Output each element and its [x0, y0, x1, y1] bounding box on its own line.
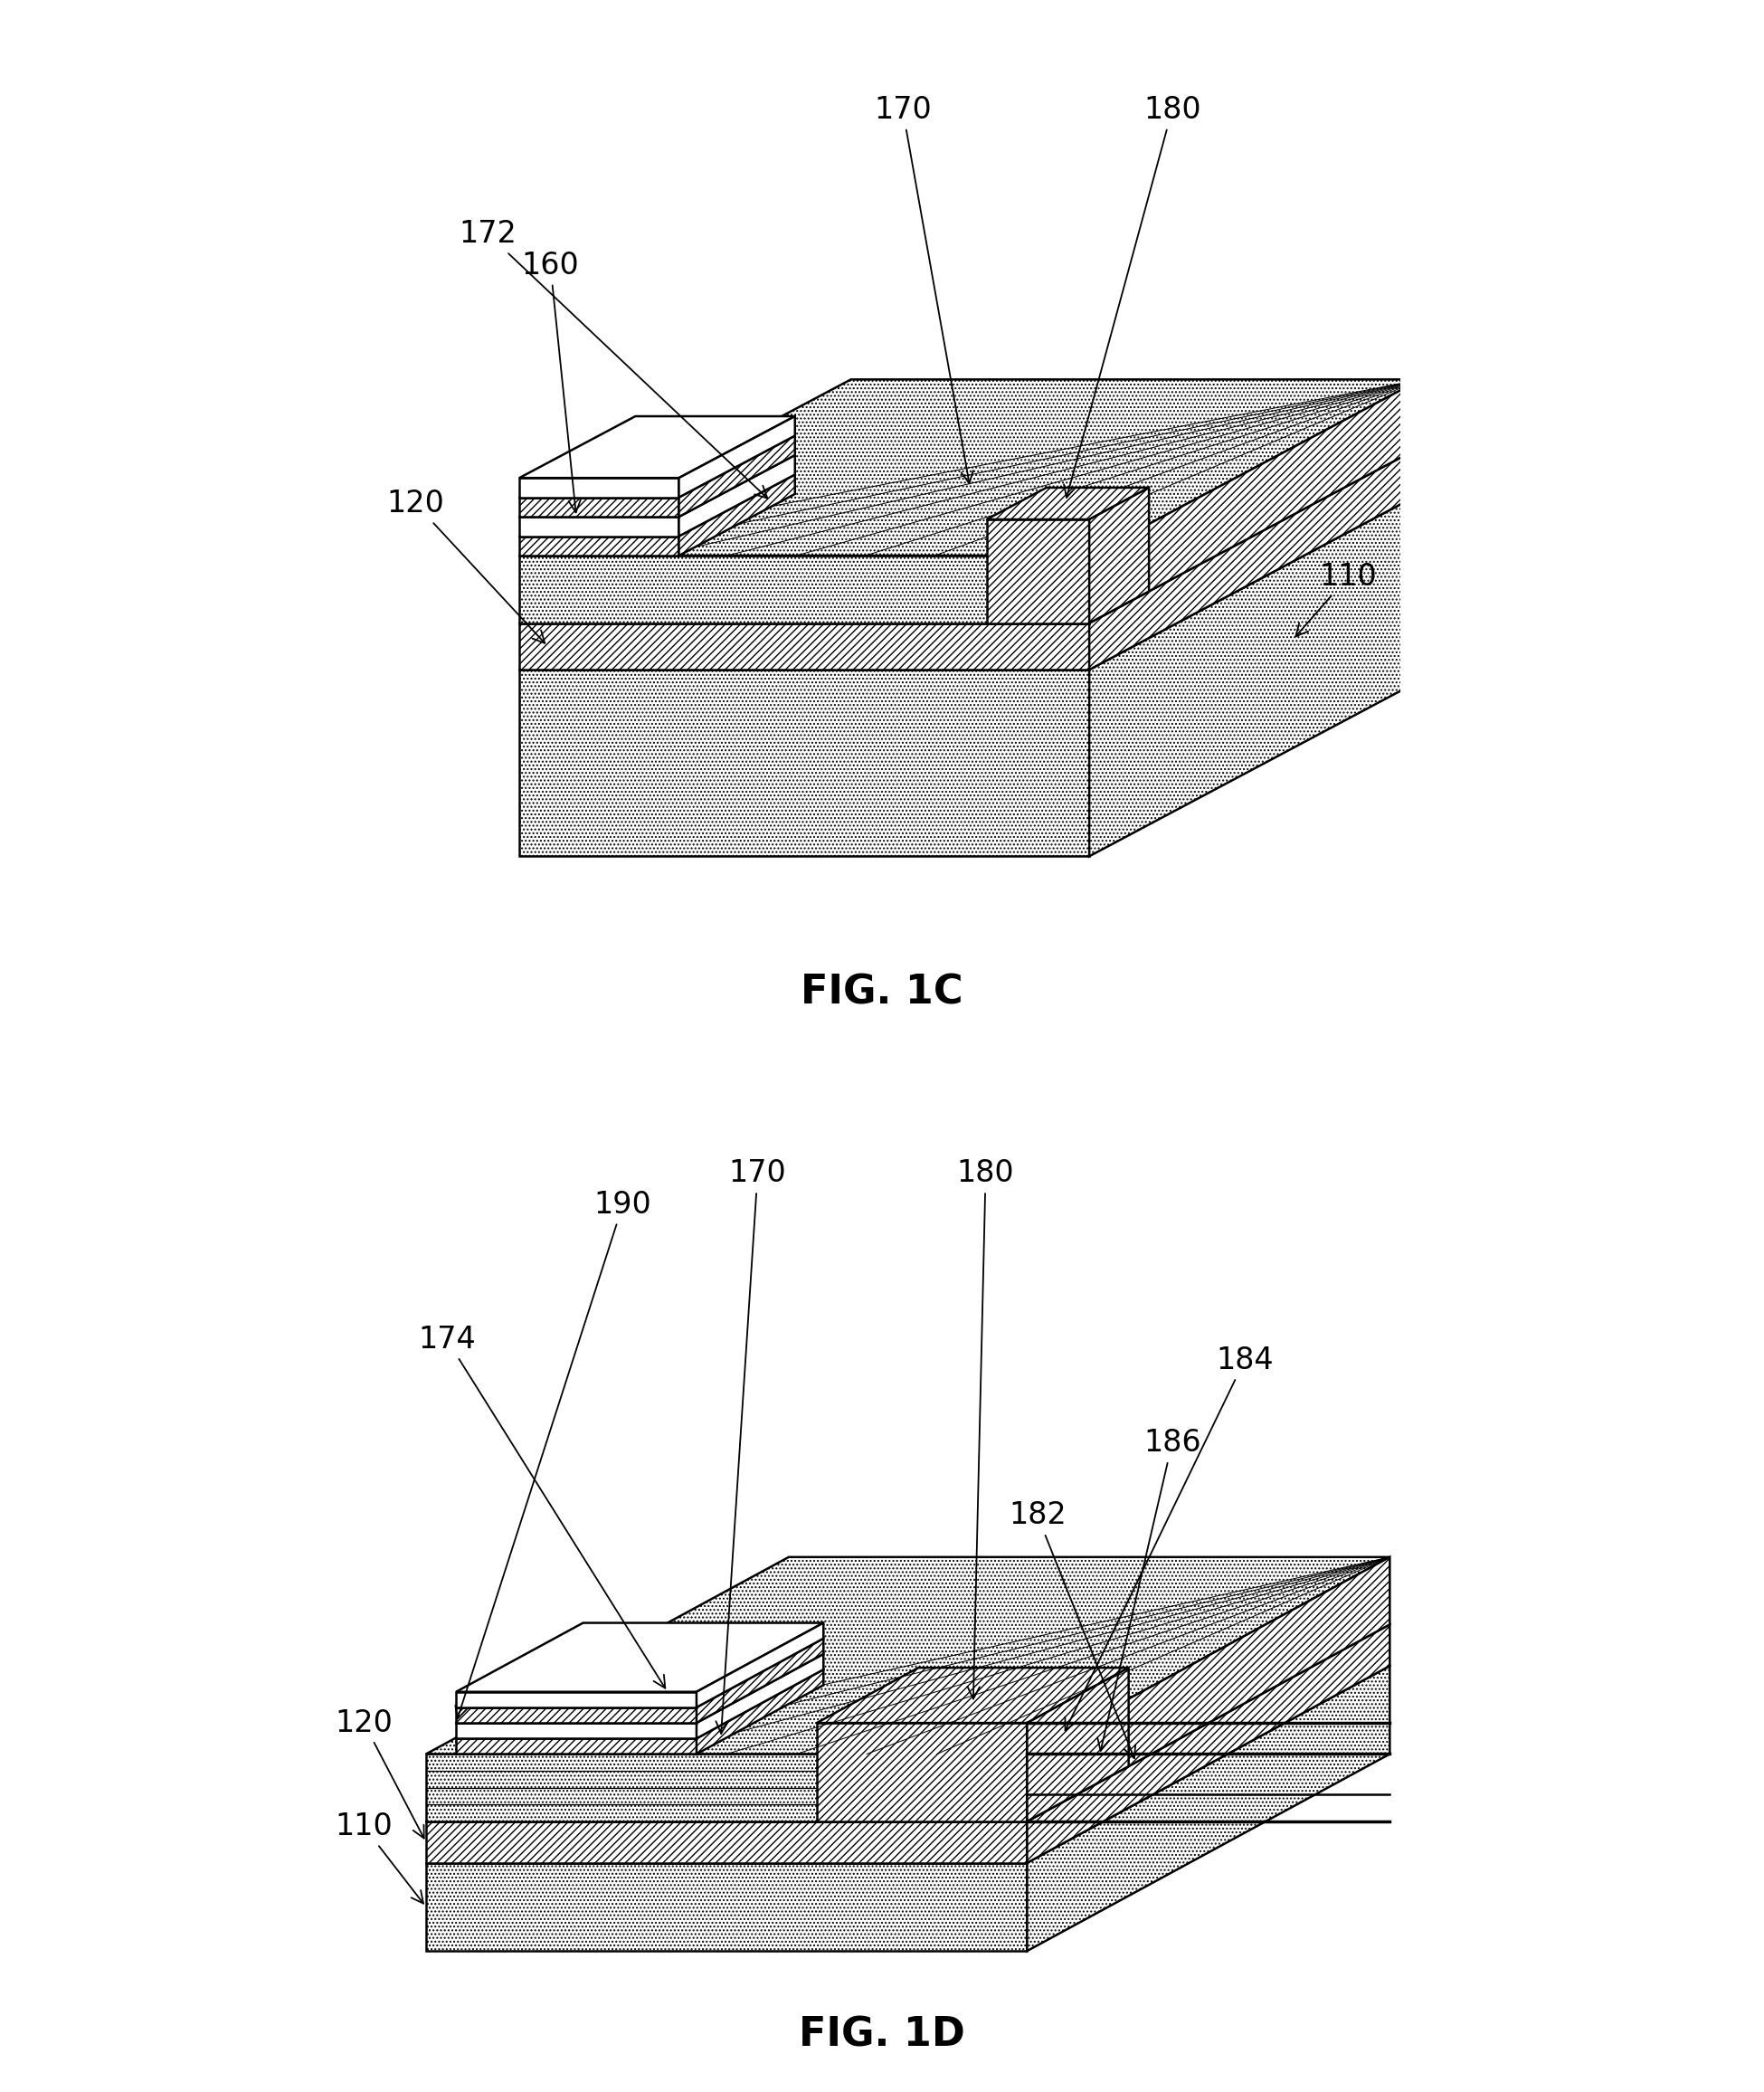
- Text: FIG. 1C: FIG. 1C: [801, 973, 963, 1013]
- Polygon shape: [457, 1692, 697, 1707]
- Polygon shape: [519, 494, 1420, 669]
- Polygon shape: [427, 1665, 1390, 1862]
- Text: 120: 120: [335, 1707, 423, 1839]
- Polygon shape: [679, 475, 796, 556]
- Polygon shape: [1088, 487, 1148, 623]
- Polygon shape: [519, 517, 679, 536]
- Polygon shape: [986, 487, 1148, 519]
- Text: 186: 186: [1097, 1429, 1201, 1751]
- Polygon shape: [1027, 1556, 1390, 1822]
- Polygon shape: [457, 1655, 824, 1724]
- Polygon shape: [679, 456, 796, 536]
- Text: 180: 180: [956, 1159, 1014, 1699]
- Polygon shape: [519, 416, 796, 477]
- Polygon shape: [457, 1669, 824, 1738]
- Polygon shape: [457, 1623, 824, 1692]
- Polygon shape: [519, 456, 796, 517]
- Polygon shape: [986, 519, 1088, 623]
- Polygon shape: [1027, 1665, 1390, 1952]
- Polygon shape: [697, 1655, 824, 1738]
- Polygon shape: [427, 1862, 1027, 1952]
- Text: 180: 180: [1064, 94, 1201, 498]
- Polygon shape: [427, 1556, 1390, 1753]
- Polygon shape: [457, 1638, 824, 1707]
- Polygon shape: [1088, 379, 1420, 623]
- Polygon shape: [697, 1669, 824, 1753]
- Polygon shape: [817, 1667, 1129, 1724]
- Polygon shape: [679, 435, 796, 517]
- Polygon shape: [457, 1724, 697, 1738]
- Polygon shape: [817, 1724, 1027, 1822]
- Polygon shape: [427, 1625, 1390, 1822]
- Text: 160: 160: [522, 251, 580, 513]
- Polygon shape: [519, 379, 1420, 556]
- Polygon shape: [1027, 1625, 1390, 1862]
- Polygon shape: [1088, 448, 1420, 669]
- Polygon shape: [697, 1623, 824, 1707]
- Polygon shape: [457, 1738, 697, 1753]
- Text: 182: 182: [1009, 1500, 1136, 1757]
- Polygon shape: [519, 448, 1420, 623]
- Polygon shape: [519, 477, 679, 498]
- Polygon shape: [427, 1753, 1027, 1822]
- Text: 170: 170: [873, 94, 974, 483]
- Polygon shape: [697, 1638, 824, 1724]
- Polygon shape: [519, 435, 796, 498]
- Text: 120: 120: [386, 490, 545, 642]
- Polygon shape: [519, 498, 679, 517]
- Text: 174: 174: [418, 1324, 665, 1688]
- Polygon shape: [679, 416, 796, 498]
- Polygon shape: [1088, 494, 1420, 856]
- Text: FIG. 1D: FIG. 1D: [799, 2017, 965, 2054]
- Polygon shape: [457, 1707, 697, 1724]
- Text: 172: 172: [459, 220, 767, 498]
- Polygon shape: [519, 623, 1088, 669]
- Polygon shape: [519, 556, 1088, 623]
- Text: 110: 110: [335, 1812, 423, 1904]
- Text: 170: 170: [716, 1159, 787, 1734]
- Polygon shape: [519, 536, 679, 556]
- Polygon shape: [519, 475, 796, 536]
- Text: 190: 190: [455, 1190, 651, 1720]
- Polygon shape: [519, 669, 1088, 856]
- Polygon shape: [427, 1822, 1027, 1862]
- Text: 110: 110: [1297, 561, 1378, 636]
- Polygon shape: [1027, 1667, 1129, 1822]
- Text: 184: 184: [1065, 1345, 1274, 1730]
